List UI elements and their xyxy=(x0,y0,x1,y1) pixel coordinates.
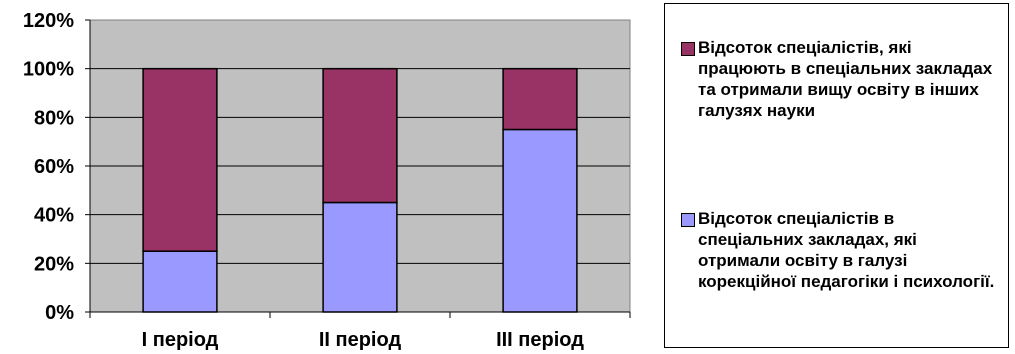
y-tick-label: 100% xyxy=(23,59,74,81)
legend-item-correctional-pedagogy: Відсоток спеціалістів в спеціальних закл… xyxy=(681,208,1002,292)
x-category-label: I період xyxy=(142,329,219,351)
y-tick-labels: 0% 20% 40% 60% 80% 100% 120% xyxy=(23,10,74,324)
bar-segment-correctional-pedagogy-1 xyxy=(143,251,217,312)
y-tick-label: 20% xyxy=(34,253,74,275)
x-category-label: II період xyxy=(319,329,402,351)
legend-item-other-fields: Відсоток спеціалістів, які працюють в сп… xyxy=(681,37,1002,121)
legend-swatch-correctional-pedagogy xyxy=(681,213,695,227)
y-tick-label: 120% xyxy=(23,10,74,32)
bars xyxy=(143,69,577,312)
bar-segment-other-fields-2 xyxy=(323,69,397,203)
bar-segment-other-fields-1 xyxy=(143,69,217,252)
x-category-label: III період xyxy=(496,329,584,351)
bar-segment-correctional-pedagogy-3 xyxy=(503,130,577,313)
chart: 0% 20% 40% 60% 80% 100% 120% I період II період… xyxy=(0,0,660,354)
legend-swatch-other-fields xyxy=(681,42,695,56)
y-tick-label: 80% xyxy=(34,107,74,129)
bar-segment-correctional-pedagogy-2 xyxy=(323,203,397,313)
y-tick-label: 40% xyxy=(34,205,74,227)
y-tick-label: 0% xyxy=(45,302,74,324)
legend-label-other-fields: Відсоток спеціалістів, які працюють в сп… xyxy=(698,37,1002,121)
x-category-labels: I період II період III період xyxy=(142,329,585,351)
legend-label-correctional-pedagogy: Відсоток спеціалістів в спеціальних закл… xyxy=(698,208,1002,292)
y-tick-label: 60% xyxy=(34,156,74,178)
bar-segment-other-fields-3 xyxy=(503,69,577,130)
legend: Відсоток спеціалістів, які працюють в сп… xyxy=(664,3,1009,348)
